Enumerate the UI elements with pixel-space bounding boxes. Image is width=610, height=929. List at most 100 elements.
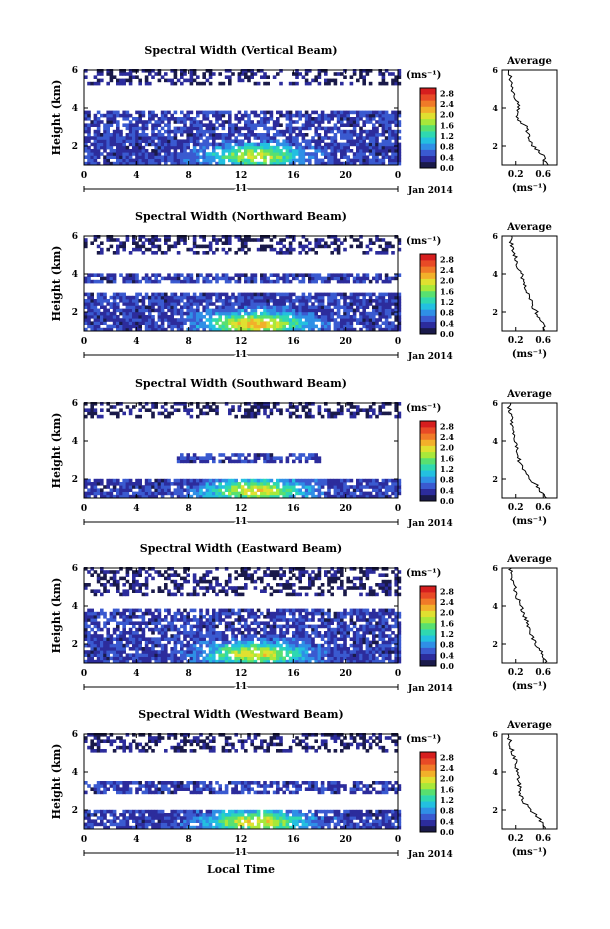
heatmap-cell — [122, 488, 126, 492]
colorbar-tick-label: 1.2 — [440, 297, 454, 307]
heatmap-cell — [384, 488, 389, 492]
heatmap-cell — [170, 494, 174, 499]
heatmap-cell — [112, 142, 117, 147]
heatmap-cell — [208, 75, 213, 79]
heatmap-cell — [183, 311, 187, 316]
heatmap-cell — [151, 640, 155, 645]
heatmap-cell — [292, 126, 296, 131]
heatmap-cell — [87, 411, 91, 416]
heatmap-cell — [349, 478, 354, 483]
heatmap-cell — [176, 158, 181, 163]
heatmap-cell — [128, 126, 133, 131]
heatmap-cell — [237, 72, 242, 76]
heatmap-cell — [183, 494, 187, 499]
heatmap-cell — [103, 653, 107, 657]
heatmap-cell — [135, 414, 139, 419]
heatmap-cell — [304, 126, 309, 131]
heatmap-cell — [356, 273, 360, 277]
heatmap-cell — [90, 149, 94, 153]
heatmap-cell — [375, 318, 379, 322]
heatmap-cell — [263, 247, 267, 252]
heatmap-cell — [202, 295, 206, 300]
heatmap-cell — [372, 411, 376, 416]
heatmap-cell — [269, 315, 274, 319]
heatmap-cell — [295, 321, 299, 325]
heatmap-cell — [180, 318, 184, 322]
heatmap-cell — [298, 402, 302, 406]
heatmap-cell — [173, 637, 178, 641]
heatmap-cell — [186, 634, 190, 638]
heatmap-cell — [340, 117, 344, 121]
heatmap-cell — [362, 110, 366, 115]
heatmap-cell — [272, 305, 277, 309]
heatmap-cell — [87, 129, 91, 134]
heatmap-cell — [173, 72, 178, 76]
heatmap-cell — [279, 456, 283, 460]
heatmap-cell — [128, 631, 133, 635]
heatmap-cell — [135, 123, 139, 127]
heatmap-cell — [349, 295, 354, 300]
heatmap-cell — [314, 155, 318, 159]
heatmap-cell — [397, 414, 402, 419]
heatmap-cell — [208, 618, 213, 622]
heatmap-cell — [196, 120, 200, 124]
heatmap-cell — [90, 414, 94, 419]
panel-title: Spectral Width (Eastward Beam) — [140, 542, 342, 555]
heatmap-cell — [135, 308, 139, 313]
heatmap-cell — [135, 627, 139, 632]
heatmap-cell — [116, 305, 120, 309]
heatmap-cell — [298, 308, 302, 313]
heatmap-cell — [218, 133, 222, 137]
heatmap-cell — [282, 299, 286, 303]
heatmap-cell — [372, 123, 376, 127]
heatmap-cell — [256, 305, 261, 309]
heatmap-cell — [199, 650, 203, 654]
heatmap-cell — [186, 117, 190, 121]
heatmap-cell — [234, 659, 238, 664]
heatmap-cell — [276, 142, 280, 147]
heatmap-cell — [106, 570, 110, 574]
heatmap-cell — [288, 244, 293, 249]
heatmap-cell — [148, 573, 152, 577]
heatmap-cell — [167, 126, 171, 131]
heatmap-cell — [269, 494, 274, 499]
heatmap-cell — [224, 653, 229, 657]
heatmap-cell — [394, 482, 398, 486]
heatmap-cell — [196, 653, 200, 657]
heatmap-cell — [333, 161, 338, 166]
heatmap-cell — [253, 292, 258, 297]
heatmap-cell — [359, 145, 363, 150]
heatmap-cell — [224, 238, 229, 242]
heatmap-cell — [298, 279, 302, 284]
heatmap-cell — [208, 72, 213, 76]
heatmap-cell — [253, 643, 258, 648]
heatmap-cell — [237, 631, 242, 635]
heatmap-cell — [90, 305, 94, 309]
heatmap-cell — [285, 311, 290, 316]
heatmap-cell — [157, 659, 162, 664]
heatmap-cell — [100, 305, 104, 309]
heatmap-cell — [100, 315, 104, 319]
heatmap-cell — [151, 589, 155, 593]
heatmap-cell — [106, 491, 110, 496]
heatmap-cell — [263, 120, 267, 124]
heatmap-cell — [228, 318, 232, 322]
heatmap-cell — [87, 113, 91, 118]
heatmap-cell — [154, 158, 158, 163]
heatmap-cell — [292, 311, 296, 316]
heatmap-cell — [327, 302, 331, 306]
heatmap-cell — [285, 494, 290, 499]
heatmap-cell — [144, 583, 149, 587]
heatmap-cell — [394, 152, 398, 156]
heatmap-cell — [122, 327, 126, 332]
heatmap-cell — [244, 411, 248, 416]
heatmap-cell — [84, 117, 88, 121]
heatmap-cell — [298, 459, 302, 464]
heatmap-cell — [327, 311, 331, 316]
heatmap-cell — [362, 81, 366, 86]
heatmap-cell — [324, 408, 328, 412]
heatmap-cell — [234, 586, 238, 590]
heatmap-cell — [84, 408, 88, 412]
heatmap-cell — [176, 583, 181, 587]
heatmap-cell — [349, 315, 354, 319]
